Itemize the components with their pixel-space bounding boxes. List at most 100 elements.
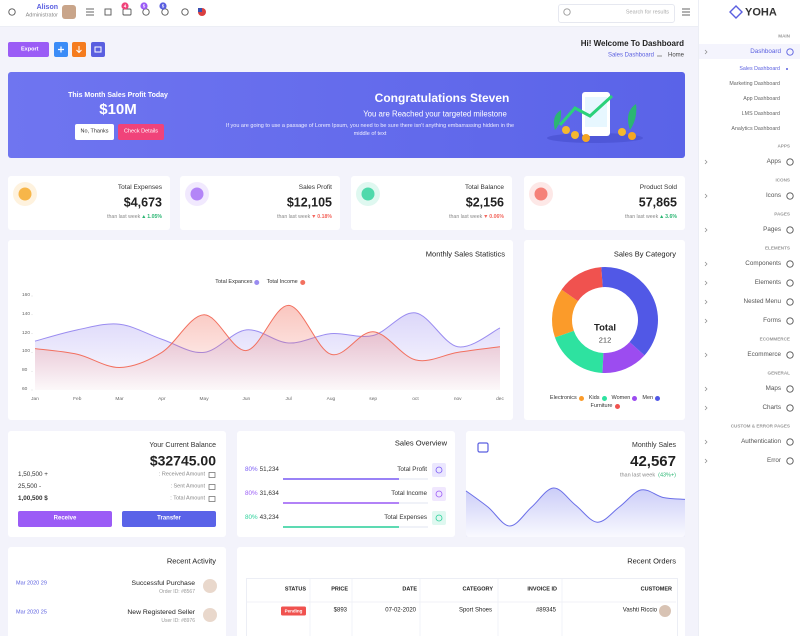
balance-label: : Total Amount — [170, 495, 205, 502]
y-tick-label: 160 — [22, 293, 31, 299]
details-button[interactable] — [118, 124, 164, 140]
menu-item[interactable]: Forms — [763, 317, 781, 325]
export-label[interactable]: Export — [21, 46, 39, 53]
menu-icon — [786, 438, 794, 446]
progress-label: 80% — [245, 490, 258, 498]
menu-item[interactable]: Authentication — [741, 438, 781, 446]
menu-section-title: ECOMMERCE — [759, 336, 790, 342]
dismiss-label[interactable]: No, Thanks — [80, 128, 109, 135]
overview-icon — [435, 466, 443, 474]
menu-item[interactable]: Charts — [762, 404, 781, 412]
coin — [582, 134, 590, 142]
status-badge — [281, 606, 306, 616]
menu-item[interactable]: Nested Menu — [743, 298, 781, 306]
menu-chevron — [704, 227, 708, 233]
overview-icon — [435, 514, 443, 522]
column-header: STATUS — [284, 586, 306, 593]
avatar — [62, 5, 76, 19]
activity-date: Mar 2020 29 — [16, 580, 47, 587]
submenu-item[interactable]: Analytics Dashboard — [731, 125, 780, 132]
receive-button[interactable] — [18, 511, 112, 527]
monthly-change: (43%+) — [658, 472, 676, 479]
submenu-item[interactable]: Sales Dashboard — [739, 65, 780, 72]
progress-label: 80% — [245, 466, 258, 474]
balance-icon — [208, 484, 216, 490]
menu-chevron — [704, 159, 708, 165]
menu-chevron — [704, 49, 708, 55]
overview-value: 43,234 — [259, 514, 279, 522]
menu-item[interactable]: Elements — [754, 279, 781, 287]
banner-text: If you are going to use a passage of Lor… — [225, 123, 515, 137]
menu-section-title: ELEMENTS — [764, 245, 790, 251]
cart-button[interactable] — [91, 42, 105, 57]
activity-title: Successful Purchase — [131, 579, 195, 587]
menu-icon — [786, 298, 794, 306]
dismiss-button[interactable] — [75, 124, 114, 140]
details-label[interactable]: Check Details — [124, 128, 158, 135]
card — [237, 547, 685, 636]
logo-icon — [729, 5, 743, 19]
menu-item[interactable]: Apps — [766, 158, 781, 166]
legend: Electronics Kids Women Men Furniture — [534, 395, 676, 409]
legend-item[interactable]: Furniture — [590, 403, 620, 409]
menu-item[interactable]: Error — [767, 457, 781, 465]
menu-chevron — [704, 458, 708, 464]
submenu-item[interactable]: App Dashboard — [743, 95, 780, 102]
menu-item[interactable]: Icons — [765, 192, 781, 200]
menu-chevron — [704, 405, 708, 411]
plant — [553, 110, 562, 130]
overview-value: 31,634 — [259, 490, 279, 498]
table-frame — [246, 578, 678, 636]
column-header: INVOICE ID — [527, 586, 557, 593]
cart-icon — [161, 8, 169, 16]
table-cell: 07-02-2020 — [385, 607, 416, 614]
banner-subtitle: You are Reached your targeted milestone — [363, 109, 507, 119]
legend-label: Total Expances — [215, 279, 253, 285]
menu-chevron — [704, 280, 708, 286]
x-tick-label: Apr — [158, 397, 166, 403]
stat-change: 3.6% — [665, 213, 677, 220]
stat-icon — [534, 187, 548, 201]
search-box[interactable] — [558, 4, 675, 23]
active-menu-row[interactable] — [699, 44, 800, 59]
legend-item[interactable]: Kids — [589, 395, 607, 401]
legend-item[interactable]: Total Expances — [215, 279, 260, 285]
coin — [618, 128, 626, 136]
menu-item[interactable]: Components — [745, 260, 781, 268]
submenu-item[interactable]: Marketing Dashboard — [729, 80, 780, 87]
stat-change: 0.06% — [489, 213, 504, 220]
donut-segment — [554, 330, 604, 373]
menu-section-title: ICONS — [775, 177, 790, 183]
banner-amount: $10M — [99, 101, 137, 118]
cart-icon — [94, 46, 102, 53]
menu-item[interactable]: Pages — [763, 226, 781, 234]
user-role: Administrator — [25, 12, 58, 19]
menu-section-title: MAIN — [778, 33, 790, 39]
donut-segment — [551, 289, 578, 338]
menu-item[interactable]: Maps — [765, 385, 781, 393]
export-button[interactable] — [8, 42, 49, 57]
legend-swatch — [578, 395, 584, 401]
balance-value: 25,500 - — [18, 483, 42, 491]
menu-item[interactable]: Ecommerce — [747, 351, 781, 359]
legend: Total Expances Total Income — [215, 279, 305, 285]
menu-chevron — [704, 318, 708, 324]
menu-icon — [786, 260, 794, 268]
card-title: Recent Orders — [627, 556, 676, 566]
card — [8, 176, 170, 230]
receive-label[interactable]: Receive — [53, 515, 77, 522]
menu-icon — [786, 279, 794, 287]
menu-item[interactable]: Dashboard — [750, 48, 781, 56]
balance-label: : Sent Amount — [170, 483, 205, 490]
transfer-label[interactable]: Transfer — [157, 515, 181, 522]
menu-chevron — [704, 352, 708, 358]
legend-item[interactable]: Women — [612, 395, 638, 401]
legend-item[interactable]: Total Income — [267, 279, 305, 285]
transfer-button[interactable] — [122, 511, 216, 527]
legend-item[interactable]: Electronics — [550, 395, 584, 401]
card-title: Sales Overview — [394, 438, 447, 448]
table-cell: $893 — [333, 607, 347, 614]
legend-item[interactable]: Men — [642, 395, 661, 401]
submenu-item[interactable]: LMS Dashboard — [741, 110, 780, 117]
chart-title: Monthly Sales Statistics — [425, 249, 505, 259]
